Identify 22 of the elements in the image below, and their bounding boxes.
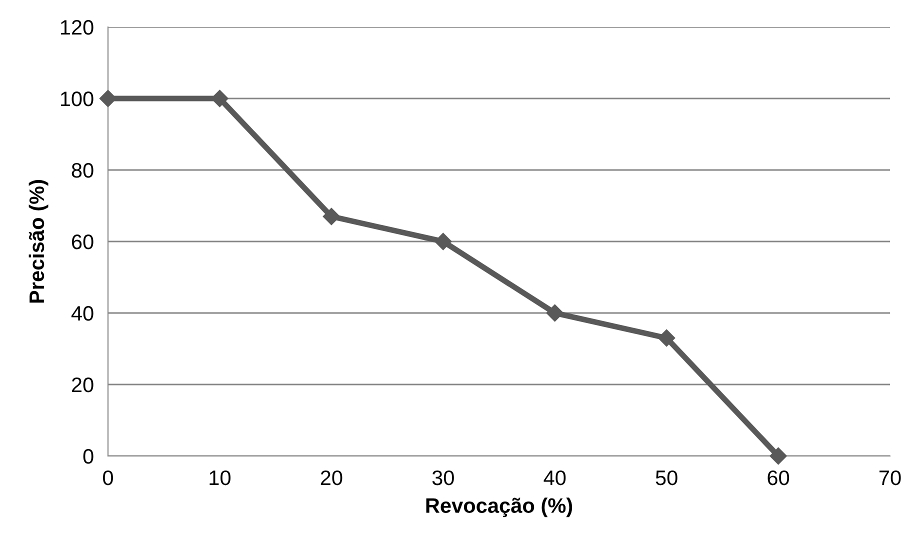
x-tick-label: 10	[210, 470, 230, 486]
y-tick-label: 80	[72, 163, 94, 178]
y-tick-label: 20	[72, 378, 94, 392]
x-tick-label: 40	[544, 470, 566, 486]
x-tick-label: 30	[432, 470, 454, 486]
y-tick-label: 100	[60, 92, 94, 106]
y-tick-label: 60	[72, 234, 94, 250]
x-tick-label: 70	[879, 470, 901, 486]
x-tick-label: 20	[320, 470, 342, 486]
x-tick-label: 60	[768, 470, 790, 486]
y-tick-label: 40	[71, 306, 94, 321]
x-tick-label: 0	[103, 470, 113, 486]
y-tick-label: 0	[83, 449, 94, 464]
point	[658, 329, 676, 347]
x-tick-label: 50	[656, 470, 678, 486]
y-axis-title: Precisão (%)	[28, 180, 48, 303]
point	[770, 447, 787, 465]
point	[322, 208, 340, 226]
x-axis-title: Revocação (%)	[426, 498, 572, 518]
y-tick-label: 120	[60, 20, 94, 35]
point	[546, 304, 564, 322]
point	[434, 232, 452, 250]
